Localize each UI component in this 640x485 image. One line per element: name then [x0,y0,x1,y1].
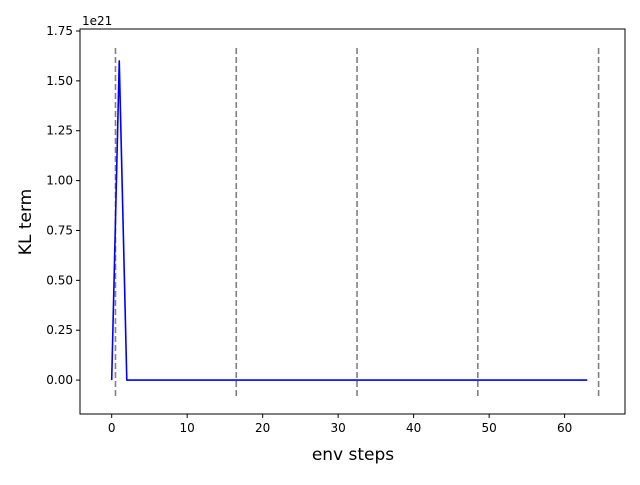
series-line-0 [110,60,588,381]
y-axis-label: KL term [16,189,36,255]
vlines-layer [114,44,600,397]
plot-area [80,29,625,414]
y-tick-label: 1.00 [46,174,73,188]
x-tick-label: 40 [406,421,421,435]
y-offset-label: 1e21 [82,14,112,28]
y-tick-label: 0.00 [46,373,73,387]
x-tick-label: 30 [331,421,346,435]
x-tick-label: 60 [557,421,572,435]
y-axis-ticks: 0.00 0.25 0.50 0.75 1.00 1.25 1.50 1.75 [46,24,80,387]
y-tick-label: 0.75 [46,223,73,237]
x-tick-label: 20 [255,421,270,435]
y-tick-label: 0.25 [46,323,73,337]
x-tick-label: 10 [180,421,195,435]
x-axis-label: env steps [312,445,394,465]
x-axis-ticks: 0 10 20 30 40 50 60 [108,414,572,435]
y-tick-label: 1.75 [46,24,73,38]
y-tick-label: 0.50 [46,273,73,287]
y-tick-label: 1.25 [46,124,73,138]
plot-frame [79,28,626,415]
series-layer [110,60,588,381]
x-tick-label: 0 [108,421,116,435]
y-tick-label: 1.50 [46,74,73,88]
x-tick-label: 50 [481,421,496,435]
